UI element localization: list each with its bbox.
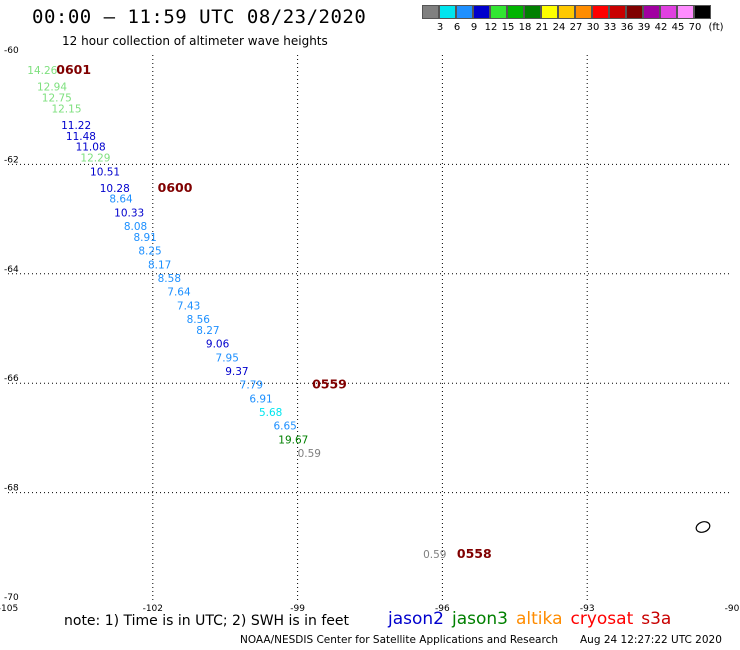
wave-height-label: 6.65 [273,421,296,433]
colorbar-swatch [575,5,592,19]
colorbar-swatch [490,5,507,19]
wave-height-label: 7.95 [216,352,239,364]
colorbar-unit-label: (ft) [708,22,724,33]
satellite-legend-entry: altika [516,609,563,629]
wave-height-label: 8.64 [109,194,133,206]
x-tick-label: -99 [290,604,305,614]
satellite-legend-entry: jason3 [452,609,508,629]
colorbar-tick-label: 45 [671,22,685,33]
colorbar-swatch [456,5,473,19]
colorbar-tick-label: 33 [603,22,617,33]
colorbar-swatch [626,5,643,19]
colorbar-tick-label: 21 [535,22,549,33]
time-label: 0601 [56,62,91,77]
chart-subtitle: 12 hour collection of altimeter wave hei… [62,34,328,48]
wave-height-label: 0.59 [298,448,321,460]
y-tick-label: -70 [4,593,19,603]
y-tick-label: -68 [4,484,19,494]
wave-height-label: 8.25 [138,246,161,258]
colorbar-tick-label: 6 [453,22,461,33]
satellite-legend: jason2 jason3 altika cryosat s3a [388,609,679,629]
credit-line: NOAA/NESDIS Center for Satellite Applica… [240,634,558,646]
wave-height-label: 9.06 [206,339,230,351]
colorbar-tick-label: 15 [501,22,515,33]
wave-height-label: 8.17 [148,259,171,271]
wave-height-label: 11.08 [76,142,106,154]
generation-timestamp: Aug 24 12:27:22 UTC 2020 [580,634,722,646]
colorbar-tick-label: 36 [620,22,634,33]
wave-height-label: 5.68 [259,407,282,419]
y-tick-label: -66 [4,374,19,384]
colorbar-swatch [422,5,439,19]
colorbar-swatch [507,5,524,19]
colorbar-tick-label: 30 [586,22,600,33]
colorbar-swatch [541,5,558,19]
wave-height-label: 10.28 [100,183,130,195]
colorbar-swatch [694,5,711,19]
y-tick-label: -60 [4,46,19,56]
x-tick-label: -96 [435,604,450,614]
wave-height-label: 14.26 [27,65,57,77]
wave-height-label: 0.59 [423,549,446,561]
colorbar-swatch [643,5,660,19]
wave-height-label: 12.94 [37,82,67,94]
colorbar-tick-label: 24 [552,22,566,33]
x-tick-label: -102 [143,604,163,614]
y-tick-label: -64 [4,265,19,275]
colorbar-tick-label: 9 [470,22,478,33]
wave-height-label: 7.43 [177,300,200,312]
units-note: note: 1) Time is in UTC; 2) SWH is in fe… [64,613,350,629]
satellite-legend-entry: cryosat [570,609,634,629]
wave-height-label: 12.75 [42,92,72,104]
colorbar-tick-label: 70 [688,22,702,33]
x-tick-label: -90 [725,604,740,614]
x-tick-label: -105 [0,604,18,614]
colorbar-tick-label: 12 [484,22,498,33]
wave-height-label: 11.48 [66,131,96,143]
time-label: 0558 [457,546,492,561]
colorbar-tick-label: 27 [569,22,583,33]
colorbar-tick-label: 42 [654,22,668,33]
wave-height-label: 11.22 [61,120,91,132]
island-coastline [695,521,711,533]
colorbar-tick-label: 39 [637,22,651,33]
wave-height-label: 7.64 [167,287,191,299]
colorbar-swatch [592,5,609,19]
wave-height-label: 10.51 [90,166,120,178]
wave-height-label: 8.56 [187,314,211,326]
colorbar-swatch [439,5,456,19]
wave-height-label: 9.37 [225,366,248,378]
colorbar-swatch [473,5,490,19]
colorbar-tick-label: 18 [518,22,532,33]
wave-height-label: 12.15 [51,103,81,115]
colorbar-swatch [677,5,694,19]
wave-height-label: 8.91 [133,232,156,244]
wave-height-label: 6.91 [249,393,272,405]
wave-height-label: 19.67 [278,434,308,446]
chart-title: 00:00 – 11:59 UTC 08/23/2020 [32,6,367,28]
satellite-legend-entry: s3a [641,609,672,629]
colorbar-swatch [558,5,575,19]
x-tick-label: -93 [580,604,595,614]
time-label: 0600 [158,180,193,195]
colorbar-swatch [524,5,541,19]
colorbar-tick-label: 3 [436,22,444,33]
time-label: 0559 [312,377,347,392]
y-tick-label: -62 [4,155,19,165]
wave-height-label: 8.58 [158,273,181,285]
wave-height-label: 12.29 [80,153,110,165]
wave-height-label: 10.33 [114,207,144,219]
wave-height-label: 7.79 [240,380,263,392]
wave-height-label: 8.08 [124,221,147,233]
colorbar-swatch [609,5,626,19]
wave-height-label: 8.27 [196,325,219,337]
satellite-legend-entry: jason2 [388,609,444,629]
colorbar-swatch [660,5,677,19]
